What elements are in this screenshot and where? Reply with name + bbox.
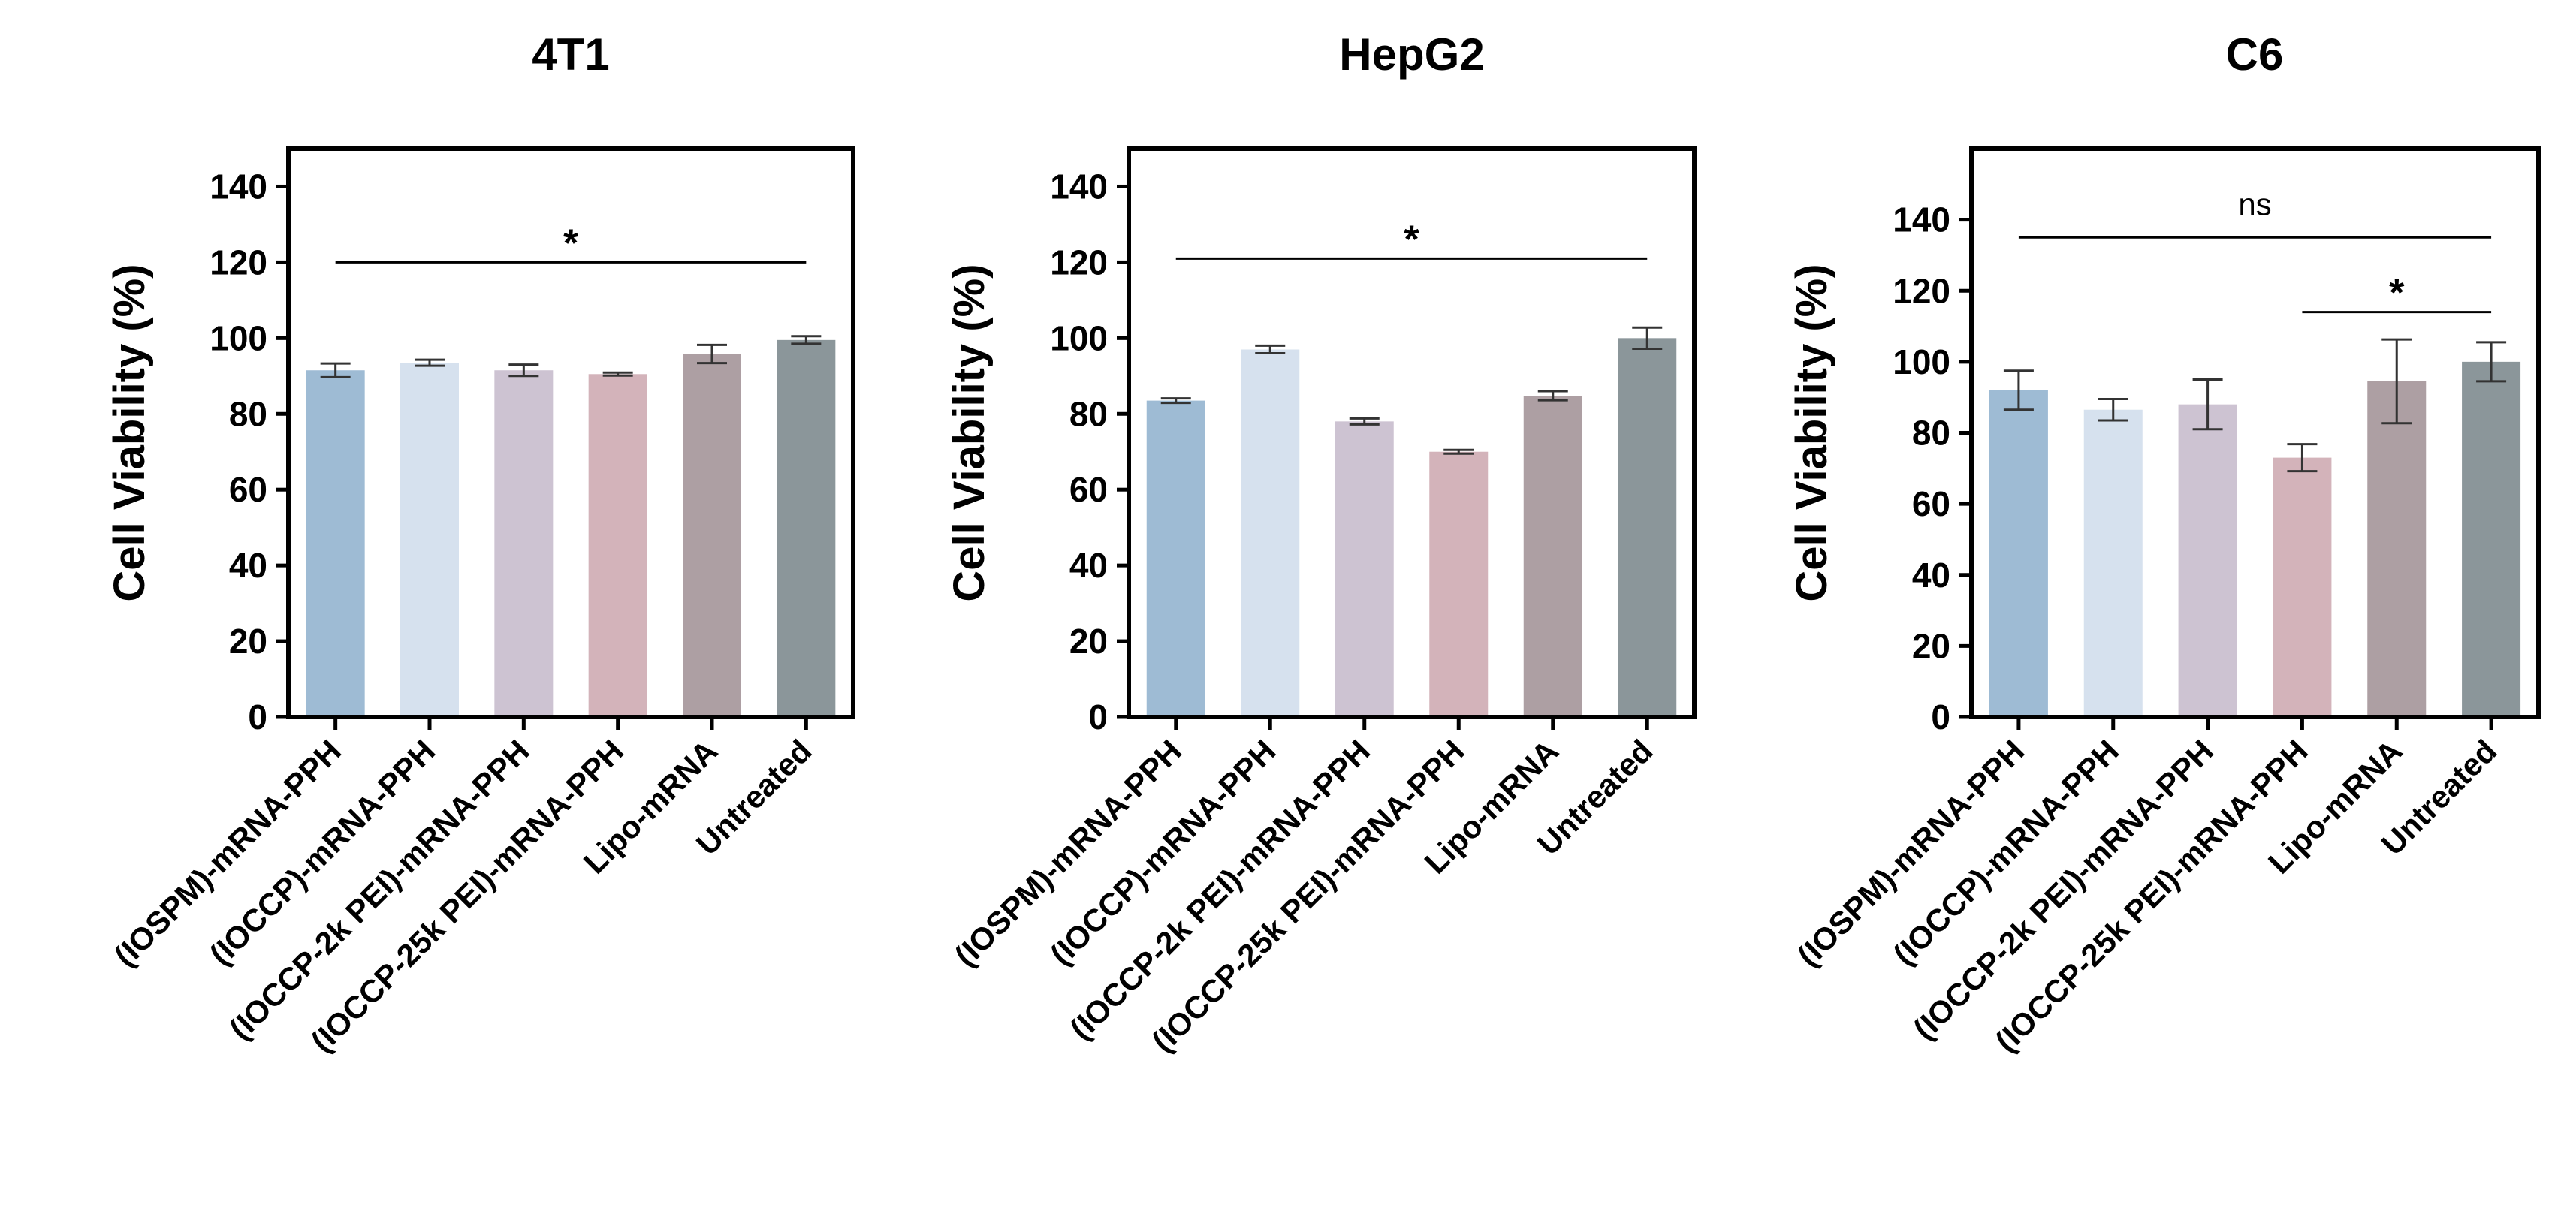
y-tick-label: 20 [1069, 622, 1108, 661]
bar [2273, 457, 2332, 717]
y-tick-label: 20 [229, 622, 267, 661]
y-tick-label: 120 [210, 242, 267, 282]
significance-label: * [2389, 272, 2405, 315]
bar [683, 354, 741, 717]
chart-title: C6 [2226, 29, 2284, 80]
y-tick-label: 40 [229, 546, 267, 585]
y-axis-label: Cell Viability (%) [105, 264, 154, 601]
bar [777, 339, 836, 717]
plot-frame [1127, 146, 1697, 719]
bar [1241, 349, 1300, 717]
bar [2178, 404, 2237, 717]
y-tick-label: 40 [1912, 556, 1950, 595]
significance-label: ns [2238, 186, 2271, 221]
plot-frame [286, 146, 855, 719]
y-tick-label: 140 [1050, 167, 1108, 206]
bar [1429, 451, 1489, 717]
y-tick-label: 80 [1069, 394, 1108, 433]
y-tick-label: 100 [210, 318, 267, 357]
chart-title: HepG2 [1339, 29, 1484, 80]
y-tick-label: 60 [229, 470, 267, 509]
plot-frame [1969, 146, 2541, 719]
bar [1989, 390, 2048, 717]
y-tick-label: 20 [1912, 626, 1950, 665]
bar [2367, 381, 2427, 717]
y-tick-label: 140 [1893, 200, 1950, 239]
bar [1335, 421, 1394, 717]
bar [1523, 396, 1582, 717]
y-axis-label: Cell Viability (%) [945, 264, 994, 601]
significance-label: * [1404, 218, 1419, 261]
y-tick-label: 0 [1088, 697, 1108, 736]
y-tick-label: 120 [1893, 271, 1950, 310]
y-tick-label: 60 [1912, 484, 1950, 523]
y-tick-label: 0 [1931, 697, 1950, 736]
bar [494, 370, 554, 717]
significance-label: * [563, 221, 579, 265]
y-tick-label: 100 [1050, 318, 1108, 357]
chart-title: 4T1 [532, 29, 609, 80]
panel-hepg2: HepG2 Cell Viability (%) 0 20 40 60 80 100 120 14… [945, 29, 1697, 1059]
bar [2462, 361, 2521, 717]
bar [400, 363, 459, 717]
y-tick-label: 80 [1912, 414, 1950, 453]
y-tick-label: 100 [1893, 342, 1950, 381]
y-tick-label: 0 [248, 697, 267, 736]
bar [306, 370, 365, 717]
y-tick-label: 120 [1050, 242, 1108, 282]
bar [588, 374, 647, 717]
y-tick-label: 80 [229, 394, 267, 433]
bar [1618, 338, 1677, 717]
y-axis-label: Cell Viability (%) [1787, 264, 1836, 601]
y-tick-label: 40 [1069, 546, 1108, 585]
y-tick-label: 60 [1069, 470, 1108, 509]
bar [1146, 400, 1205, 717]
bar [2083, 409, 2143, 717]
y-tick-label: 140 [210, 167, 267, 206]
